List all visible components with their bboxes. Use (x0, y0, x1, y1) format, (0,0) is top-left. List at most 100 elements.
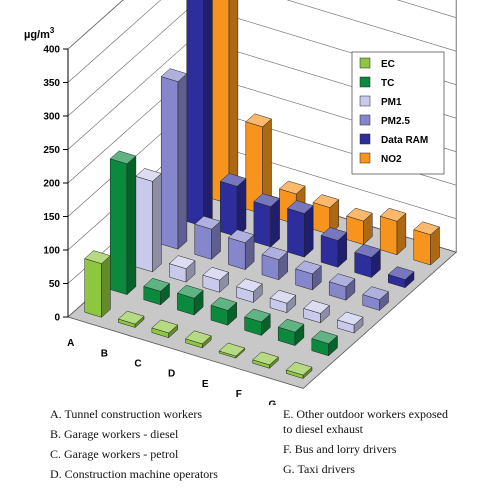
bar (295, 260, 322, 291)
bar (346, 207, 373, 246)
bar-front-face (220, 180, 238, 238)
bar (261, 246, 289, 281)
bar-top-face (320, 227, 348, 241)
gridline (67, 0, 457, 117)
bar-top-face (160, 68, 188, 82)
bar-top-face (109, 150, 137, 165)
y-axis: 0 50 100 150 200 250 300 350 400 µg/m3 (24, 26, 68, 324)
bar-top-face (84, 250, 111, 264)
bar (117, 310, 145, 329)
bar (143, 278, 170, 306)
bar-top-face (261, 246, 289, 260)
bar (194, 215, 221, 260)
legend-label: TC (381, 78, 394, 89)
bar-top-face (185, 330, 212, 345)
chart: 0 50 100 150 200 250 300 350 400 µg/m3 A B C D E F G EC TC… (24, 0, 457, 405)
bar (218, 342, 246, 359)
bar (387, 266, 415, 289)
bar-front-face (194, 223, 212, 260)
legend-label: PM1 (381, 97, 402, 108)
category-label: C (134, 359, 141, 370)
bar (277, 318, 305, 347)
bar-top-face (202, 266, 230, 281)
caption-item-c: C. Garage workers - petrol (50, 447, 179, 461)
bar (354, 244, 381, 279)
bar-top-face (135, 168, 162, 182)
bar (211, 0, 239, 205)
legend-swatch (359, 76, 371, 88)
bar (269, 289, 297, 314)
bar (168, 255, 196, 283)
caption-item-d: D. Construction machine operators (50, 467, 218, 481)
caption-item-b: B. Garage workers - diesel (50, 427, 179, 441)
legend-swatch (359, 114, 371, 126)
bar-front-face (160, 76, 179, 250)
bar (245, 113, 272, 215)
bars (84, 0, 440, 380)
bar-top-face (311, 330, 338, 344)
bar-side-face (236, 177, 247, 238)
bar (320, 227, 348, 268)
caption-item-g: G. Taxi drivers (283, 462, 355, 476)
bar-top-face (252, 351, 279, 366)
bar-top-face (387, 266, 415, 280)
bar-top-face (218, 342, 246, 357)
bar-top-face (168, 255, 196, 269)
y-axis-unit-superscript: 3 (50, 26, 55, 35)
bar-side-face (203, 0, 213, 228)
bar (185, 330, 212, 349)
bar-front-face (211, 0, 230, 205)
category-label: F (236, 389, 242, 400)
bar-top-face (143, 278, 170, 292)
bar-top-face (379, 207, 407, 222)
bar-top-face (328, 273, 356, 288)
legend-swatch (359, 133, 371, 145)
bar-top-face (413, 221, 440, 236)
caption-item-f: F. Bus and lorry drivers (283, 442, 397, 456)
y-tick-label: 200 (43, 179, 60, 190)
bar-top-face (346, 207, 373, 222)
bar (312, 194, 340, 235)
category-label: G (269, 399, 277, 405)
bar-side-face (177, 73, 188, 250)
bar (328, 273, 356, 301)
bar-top-face (312, 194, 340, 208)
bar-top-face (194, 215, 221, 230)
bar-front-face (84, 258, 102, 318)
y-tick-label: 0 (54, 313, 60, 324)
bar-top-face (210, 297, 238, 311)
bar (287, 200, 314, 258)
bar (303, 300, 330, 324)
bar-top-face (253, 193, 281, 207)
category-label: B (101, 348, 108, 359)
bar-front-face (379, 215, 398, 256)
bar-top-face (244, 308, 271, 323)
bar-top-face (278, 180, 306, 195)
legend-swatch (359, 152, 371, 164)
bar (210, 297, 238, 326)
bar-top-face (236, 278, 263, 293)
bar (219, 173, 247, 238)
y-tick-label: 50 (49, 279, 61, 290)
bar-top-face (287, 200, 314, 214)
y-axis-unit: µg/m3 (24, 26, 55, 41)
category-label: D (168, 369, 175, 380)
bar-front-face (186, 0, 204, 227)
bar (186, 0, 213, 228)
gridline (67, 0, 457, 83)
bar-side-face (304, 205, 314, 258)
bar (160, 68, 188, 250)
bar-top-face (245, 113, 272, 128)
legend: EC TC PM1 PM2.5 Data RAM NO2 (351, 51, 445, 175)
y-tick-label: 100 (43, 246, 60, 257)
bar-front-face (253, 201, 271, 248)
category-caption: A. Tunnel construction workers B. Garage… (50, 407, 490, 487)
bar (135, 168, 162, 273)
bar (236, 278, 263, 304)
x-axis: A B C D E F G (67, 338, 276, 405)
category-label: A (67, 338, 74, 349)
category-label: E (202, 379, 209, 390)
legend-label: PM2.5 (381, 116, 410, 127)
bar (252, 351, 279, 369)
gridline (67, 0, 124, 50)
